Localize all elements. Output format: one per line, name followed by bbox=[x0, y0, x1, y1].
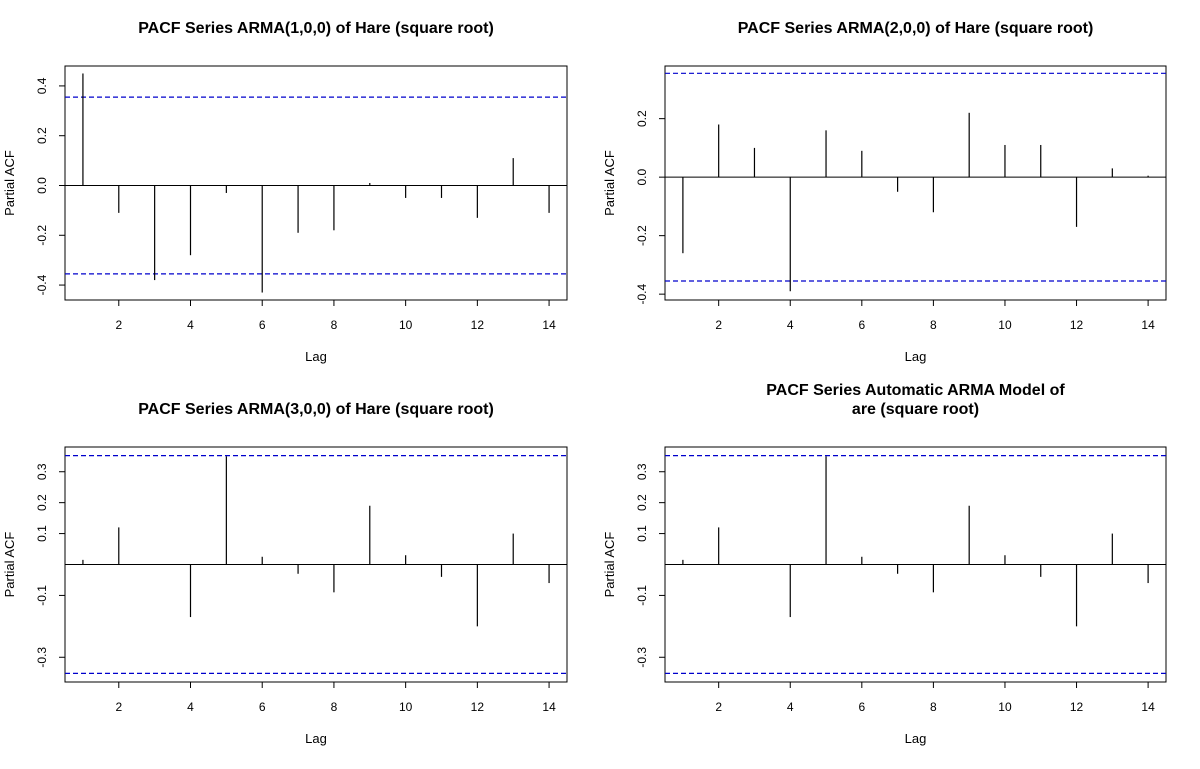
y-axis-label: Partial ACF bbox=[2, 150, 17, 216]
y-tick-label: -0.4 bbox=[635, 283, 649, 304]
y-tick-label: 0.1 bbox=[35, 525, 49, 542]
x-tick-label: 2 bbox=[715, 700, 722, 714]
y-tick-label: -0.3 bbox=[635, 647, 649, 668]
x-tick-label: 10 bbox=[998, 318, 1012, 332]
x-tick-label: 8 bbox=[331, 700, 338, 714]
chart-title: PACF Series ARMA(3,0,0) of Hare (square … bbox=[138, 401, 494, 418]
chart-title: are (square root) bbox=[852, 401, 979, 418]
y-tick-label: 0.2 bbox=[635, 110, 649, 127]
chart-panel-4: PACF Series Automatic ARMA Model of are (… bbox=[602, 382, 1167, 746]
x-axis-label: Lag bbox=[905, 349, 927, 364]
x-tick-label: 2 bbox=[115, 318, 122, 332]
y-tick-label: 0.0 bbox=[35, 177, 49, 194]
x-tick-label: 6 bbox=[259, 318, 266, 332]
chart-title: PACF Series ARMA(2,0,0) of Hare (square … bbox=[738, 20, 1094, 37]
x-tick-label: 10 bbox=[998, 700, 1012, 714]
x-tick-label: 14 bbox=[1141, 700, 1155, 714]
y-tick-label: 0.1 bbox=[635, 525, 649, 542]
x-tick-label: 12 bbox=[1070, 700, 1084, 714]
x-tick-label: 4 bbox=[187, 318, 194, 332]
y-tick-label: -0.2 bbox=[35, 225, 49, 246]
x-tick-label: 4 bbox=[787, 700, 794, 714]
y-tick-label: 0.3 bbox=[35, 463, 49, 480]
y-tick-label: -0.3 bbox=[35, 647, 49, 668]
x-tick-label: 12 bbox=[471, 318, 485, 332]
x-tick-label: 10 bbox=[399, 318, 413, 332]
x-tick-label: 4 bbox=[187, 700, 194, 714]
y-axis-label: Partial ACF bbox=[602, 150, 617, 216]
chart-panel-3: PACF Series ARMA(3,0,0) of Hare (square … bbox=[2, 401, 568, 746]
plot-frame bbox=[664, 65, 1167, 301]
plot-frame bbox=[64, 65, 568, 301]
y-tick-label: -0.1 bbox=[635, 585, 649, 606]
x-tick-label: 8 bbox=[331, 318, 338, 332]
x-tick-label: 8 bbox=[930, 318, 937, 332]
x-tick-label: 8 bbox=[930, 700, 937, 714]
chart-title: PACF Series ARMA(1,0,0) of Hare (square … bbox=[138, 20, 494, 37]
y-tick-label: -0.2 bbox=[635, 225, 649, 246]
y-tick-label: 0.2 bbox=[35, 494, 49, 511]
x-tick-label: 6 bbox=[858, 318, 865, 332]
y-tick-label: 0.2 bbox=[635, 494, 649, 511]
x-axis-label: Lag bbox=[905, 731, 927, 746]
y-tick-label: -0.1 bbox=[35, 585, 49, 606]
x-tick-label: 2 bbox=[115, 700, 122, 714]
x-tick-label: 14 bbox=[1141, 318, 1155, 332]
x-tick-label: 6 bbox=[259, 700, 266, 714]
x-axis-label: Lag bbox=[305, 731, 327, 746]
y-axis-label: Partial ACF bbox=[602, 532, 617, 598]
x-tick-label: 2 bbox=[715, 318, 722, 332]
x-tick-label: 6 bbox=[858, 700, 865, 714]
y-tick-label: -0.4 bbox=[35, 274, 49, 295]
x-tick-label: 4 bbox=[787, 318, 794, 332]
chart-panel-1: PACF Series ARMA(1,0,0) of Hare (square … bbox=[2, 20, 568, 364]
x-tick-label: 10 bbox=[399, 700, 413, 714]
x-tick-label: 14 bbox=[542, 318, 556, 332]
y-tick-label: 0.4 bbox=[35, 77, 49, 94]
x-tick-label: 14 bbox=[542, 700, 556, 714]
x-axis-label: Lag bbox=[305, 349, 327, 364]
x-tick-label: 12 bbox=[1070, 318, 1084, 332]
y-tick-label: 0.3 bbox=[635, 463, 649, 480]
y-tick-label: 0.2 bbox=[35, 127, 49, 144]
y-tick-label: 0.0 bbox=[635, 168, 649, 185]
x-tick-label: 12 bbox=[471, 700, 485, 714]
chart-title: PACF Series Automatic ARMA Model of bbox=[766, 382, 1065, 399]
chart-panel-2: PACF Series ARMA(2,0,0) of Hare (square … bbox=[602, 20, 1167, 364]
y-axis-label: Partial ACF bbox=[2, 532, 17, 598]
